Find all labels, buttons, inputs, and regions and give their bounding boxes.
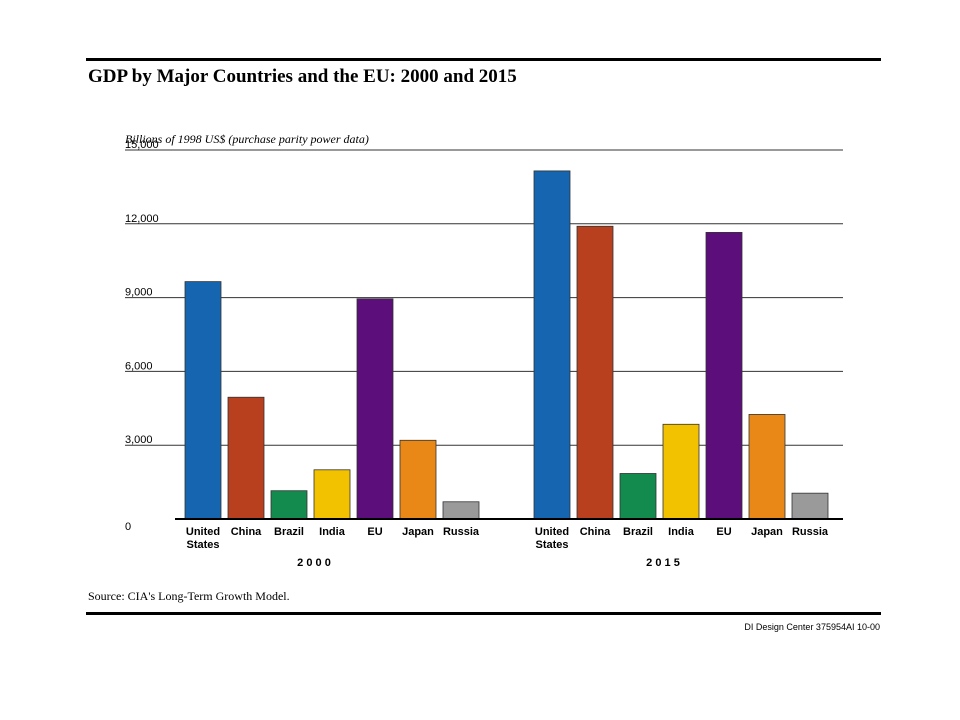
- x-tick-label: Russia: [443, 526, 480, 538]
- x-tick-label: Brazil: [274, 526, 304, 538]
- x-tick-label: Brazil: [623, 526, 653, 538]
- group-label: 2 0 1 5: [646, 557, 680, 569]
- x-tick-label: States: [535, 539, 568, 551]
- y-axis-unit-label: Billions of 1998 US$ (purchase parity po…: [125, 132, 369, 146]
- x-tick-label: United: [535, 526, 569, 538]
- source-note: Source: CIA's Long-Term Growth Model.: [88, 589, 290, 603]
- y-tick-label: 6,000: [125, 360, 153, 372]
- x-tick-label: China: [580, 526, 611, 538]
- bar: [442, 501, 480, 520]
- x-tick-label: Japan: [751, 526, 783, 538]
- bar: [791, 492, 829, 520]
- bar: [313, 469, 351, 520]
- bar: [748, 414, 786, 520]
- bar: [705, 232, 743, 520]
- top-rule: [86, 58, 881, 61]
- x-tick-label: States: [186, 539, 219, 551]
- bar: [533, 170, 571, 520]
- bar: [184, 281, 222, 520]
- y-tick-label: 12,000: [125, 213, 159, 225]
- x-tick-label: EU: [367, 526, 382, 538]
- bar: [227, 396, 265, 520]
- bar: [619, 473, 657, 520]
- bar: [399, 439, 437, 520]
- y-tick-label: 15,000: [125, 139, 159, 151]
- x-tick-label: India: [319, 526, 346, 538]
- x-tick-label: India: [668, 526, 695, 538]
- page-title: GDP by Major Countries and the EU: 2000 …: [88, 66, 517, 87]
- bar: [270, 490, 308, 520]
- bar: [576, 225, 614, 520]
- x-tick-label: EU: [716, 526, 731, 538]
- bar: [356, 298, 394, 520]
- bar: [662, 423, 700, 520]
- x-tick-label: Russia: [792, 526, 829, 538]
- x-tick-label: United: [186, 526, 220, 538]
- x-tick-label: Japan: [402, 526, 434, 538]
- y-tick-label: 3,000: [125, 434, 153, 446]
- y-tick-label: 0: [125, 521, 131, 533]
- bottom-rule: [86, 612, 881, 615]
- y-tick-label: 9,000: [125, 287, 153, 299]
- design-credit: DI Design Center 375954AI 10-00: [744, 622, 880, 632]
- group-label: 2 0 0 0: [297, 557, 331, 569]
- x-tick-label: China: [231, 526, 262, 538]
